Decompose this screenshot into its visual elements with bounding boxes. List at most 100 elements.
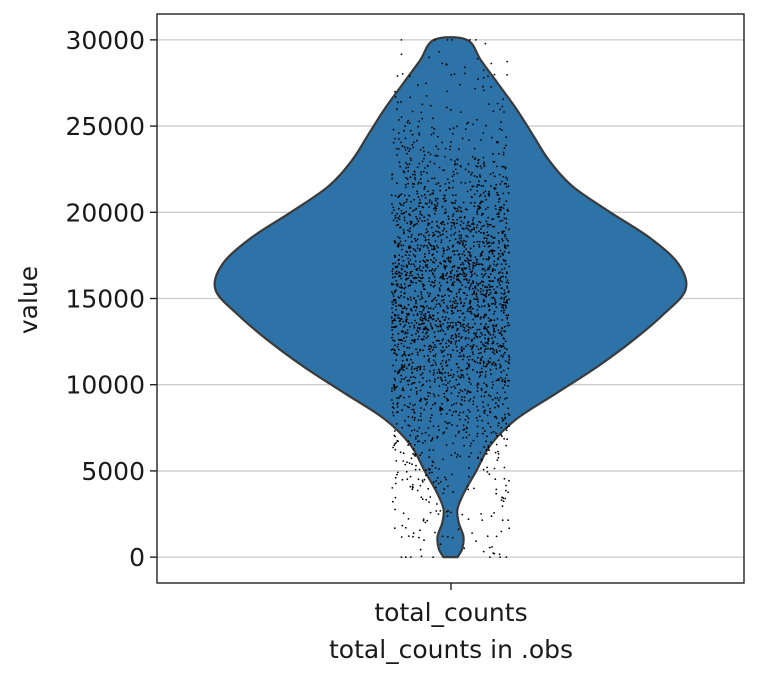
data-point [405,210,407,213]
data-point [494,269,496,271]
data-point [397,372,399,375]
data-point [410,200,412,203]
data-point [445,397,448,400]
data-point [420,173,423,176]
data-point [466,235,469,238]
data-point [494,478,497,481]
data-point [495,492,498,495]
data-point [456,302,458,305]
data-point [499,208,502,211]
data-point [443,488,446,490]
data-point [508,228,510,231]
data-point [493,225,496,228]
data-point [463,259,466,262]
data-point [430,284,432,287]
data-point [398,286,401,288]
data-point [491,251,493,253]
data-point [460,263,462,266]
data-point [394,241,397,244]
data-point [471,219,474,222]
data-point [454,207,456,210]
data-point [411,463,413,466]
data-point [407,119,410,122]
data-point [403,345,405,348]
data-point [408,163,411,166]
y-tick-label: 15000 [65,285,145,314]
data-point [476,309,479,311]
data-point [445,427,448,429]
data-point [425,337,428,339]
data-point [419,298,422,301]
data-point [396,212,398,215]
data-point [467,250,470,253]
data-point [430,346,433,349]
data-point [397,196,400,199]
data-point [420,496,423,499]
data-point [423,150,425,153]
data-point [423,322,425,325]
data-point [396,182,398,185]
data-point [417,478,420,481]
data-point [463,254,466,257]
data-point [393,434,396,437]
data-point [422,328,425,331]
data-point [473,147,476,150]
data-point [507,239,509,242]
data-point [433,245,435,248]
data-point [494,205,497,207]
data-point [464,182,467,185]
data-point [421,372,424,375]
data-point [505,222,508,225]
y-tick-label: 30000 [65,26,145,55]
data-point [456,424,459,427]
data-point [500,263,503,266]
data-point [469,247,472,250]
data-point [450,342,453,345]
data-point [466,222,469,224]
data-point [446,353,449,356]
data-point [416,312,419,315]
data-point [394,442,396,445]
data-point [478,415,481,418]
data-point [400,116,403,118]
data-point [487,266,490,269]
data-point [479,362,482,365]
data-point [402,170,405,173]
data-point [436,325,438,328]
data-point [504,301,507,304]
data-point [429,392,431,395]
data-point [466,224,468,227]
data-point [459,224,462,227]
data-point [451,304,454,307]
data-point [460,355,462,358]
data-point [479,374,482,377]
data-point [495,351,498,353]
data-point [423,255,426,258]
data-point [487,404,490,406]
data-point [394,496,397,499]
data-point [463,250,465,253]
data-point [406,178,409,181]
data-point [475,39,477,41]
data-point [449,353,452,356]
data-point [407,236,410,238]
data-point [468,229,471,232]
data-point [409,272,412,275]
data-point [427,151,430,154]
data-point [422,377,424,379]
data-point [505,484,507,487]
data-point [425,265,428,268]
data-point [429,370,431,373]
data-point [472,123,474,126]
data-point [406,346,409,349]
data-point [468,254,471,257]
data-point [475,540,477,543]
data-point [435,183,438,186]
data-point [464,286,467,289]
data-point [410,307,412,310]
data-point [480,395,483,398]
data-point [458,291,460,293]
data-point [410,389,412,391]
data-point [491,303,493,305]
data-point [492,161,495,163]
